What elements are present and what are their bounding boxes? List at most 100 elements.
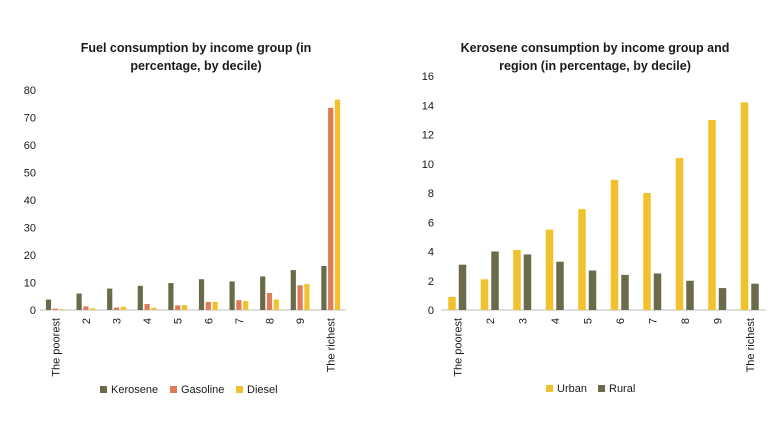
legend: Kerosene Gasoline Diesel [100, 384, 278, 396]
bar-rural [621, 274, 629, 310]
bar-gasoline [113, 307, 120, 310]
bar-urban [578, 209, 586, 310]
x-tick-label: 2 [81, 318, 93, 324]
bar-kerosene [290, 270, 296, 310]
x-axis-ticks: The poorest 2 3 4 5 6 7 8 9 The richest [50, 318, 337, 377]
bar-kerosene [229, 281, 235, 310]
bar-kerosene [260, 276, 266, 310]
bar-urban [643, 193, 651, 310]
y-tick-label: 50 [24, 168, 36, 180]
x-axis-ticks: The poorest 2 3 4 5 6 7 8 9 The richest [452, 318, 757, 377]
bar-group [45, 99, 341, 310]
bar-urban [675, 157, 684, 310]
bar-gasoline [236, 300, 242, 310]
legend: Urban Rural [546, 383, 635, 395]
y-axis-ticks: 0 2 4 6 8 10 12 14 16 [422, 71, 434, 317]
bar-diesel [243, 300, 249, 310]
bar-gasoline [205, 302, 211, 310]
x-tick-label: 7 [647, 318, 659, 324]
bar-diesel [334, 99, 341, 310]
bar-urban [740, 102, 749, 310]
x-tick-label: 9 [712, 318, 724, 324]
x-tick-label: 4 [142, 318, 154, 324]
bar-urban [480, 279, 489, 310]
y-tick-label: 40 [24, 195, 36, 207]
bar-diesel [90, 308, 96, 310]
bar-diesel [151, 307, 157, 310]
bar-rural [686, 280, 694, 310]
legend-label: Gasoline [181, 384, 224, 396]
chart-title-line-2: region (in percentage, by decile) [499, 59, 691, 73]
bar-kerosene [45, 299, 52, 310]
legend-swatch [100, 386, 107, 393]
bar-rural [718, 288, 727, 310]
bar-kerosene [321, 266, 327, 310]
bar-kerosene [168, 283, 174, 310]
x-tick-label: The richest [326, 318, 338, 372]
x-tick-label: 9 [295, 318, 307, 324]
bar-diesel [120, 306, 126, 310]
chart-title-line-2: percentage, by decile) [130, 59, 261, 73]
y-tick-label: 6 [428, 217, 434, 229]
y-tick-label: 10 [422, 159, 434, 171]
x-tick-label: 6 [203, 318, 215, 324]
y-tick-label: 20 [24, 250, 36, 262]
x-tick-label: 4 [550, 318, 562, 324]
bar-gasoline [83, 306, 89, 310]
bar-rural [491, 251, 499, 310]
chart-title-line-1: Fuel consumption by income group (in [81, 41, 312, 55]
bar-rural [556, 261, 564, 310]
bar-gasoline [297, 285, 303, 310]
legend-swatch [598, 385, 605, 392]
y-tick-label: 60 [24, 140, 36, 152]
chart-title-line-1: Kerosene consumption by income group and [461, 41, 730, 55]
x-tick-label: 8 [265, 318, 277, 324]
chart-fuel-by-income: Fuel consumption by income group (in per… [24, 41, 346, 396]
y-tick-label: 30 [24, 223, 36, 235]
bar-urban [513, 250, 521, 310]
legend-swatch [170, 386, 177, 393]
x-tick-label: 8 [680, 318, 692, 324]
legend-label: Kerosene [111, 384, 158, 396]
bar-gasoline [266, 292, 273, 310]
bar-urban [610, 179, 619, 310]
y-tick-label: 14 [422, 100, 434, 112]
bar-group [448, 102, 759, 310]
bar-rural [653, 273, 662, 310]
bar-urban [448, 296, 456, 310]
bar-diesel [304, 283, 310, 310]
y-tick-label: 2 [428, 276, 434, 288]
bar-kerosene [107, 288, 113, 310]
x-tick-label: The poorest [50, 318, 62, 377]
bar-rural [458, 264, 467, 310]
bar-gasoline [328, 107, 334, 310]
bar-diesel [181, 305, 188, 310]
y-tick-label: 8 [428, 188, 434, 200]
y-tick-label: 12 [422, 130, 434, 142]
x-tick-label: 3 [517, 318, 529, 324]
y-tick-label: 0 [428, 305, 434, 317]
bar-urban [545, 229, 554, 310]
x-tick-label: 5 [582, 318, 594, 324]
y-tick-label: 70 [24, 113, 36, 125]
legend-swatch [236, 386, 243, 393]
y-tick-label: 80 [24, 85, 36, 97]
bar-rural [751, 283, 759, 310]
bar-gasoline [52, 308, 58, 310]
legend-swatch [546, 385, 553, 392]
y-tick-label: 0 [30, 305, 36, 317]
bar-kerosene [137, 285, 143, 310]
y-tick-label: 16 [422, 71, 434, 83]
y-axis-ticks: 0 10 20 30 40 50 60 70 80 [24, 85, 36, 317]
bar-diesel [212, 301, 218, 310]
x-tick-label: The poorest [452, 318, 464, 377]
y-tick-label: 4 [428, 247, 434, 259]
legend-label: Diesel [247, 384, 278, 396]
bar-kerosene [76, 293, 82, 310]
x-tick-label: 3 [112, 318, 124, 324]
x-tick-label: 7 [234, 318, 246, 324]
x-tick-label: 6 [615, 318, 627, 324]
bar-rural [588, 270, 597, 310]
legend-label: Rural [609, 383, 635, 395]
bar-gasoline [144, 303, 150, 310]
